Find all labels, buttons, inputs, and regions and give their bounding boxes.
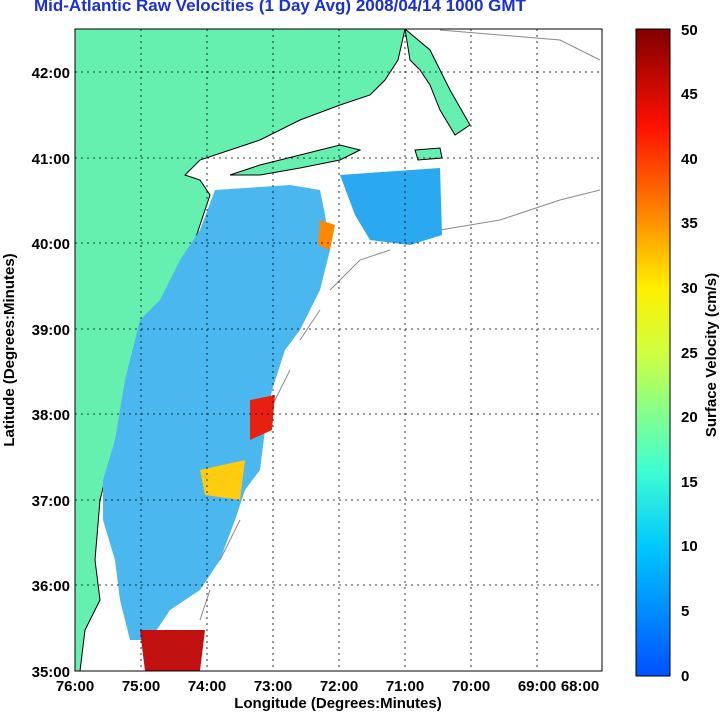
- x-tick: 72:00: [320, 678, 358, 695]
- colorbar-tick: 50: [681, 22, 698, 39]
- colorbar-tick: 35: [681, 215, 698, 232]
- colorbar-tick: 15: [681, 474, 698, 491]
- islands: [414, 147, 443, 161]
- colorbar-tick: 20: [681, 409, 698, 426]
- colorbar-tick: 25: [681, 345, 698, 362]
- colorbar-tick: 40: [681, 151, 698, 168]
- x-axis: 76:00 75:00 74:00 73:00 72:00 71:00 70:0…: [56, 678, 599, 712]
- map-frame: [74, 28, 603, 672]
- colorbar-tick: 30: [681, 280, 698, 297]
- x-tick: 75:00: [122, 678, 160, 695]
- velocity-hotspot-1: [250, 395, 275, 440]
- x-tick: 70:00: [452, 678, 490, 695]
- cape-cod: [404, 29, 471, 136]
- y-tick: 35:00: [32, 664, 70, 681]
- colorbar-tick: 45: [681, 86, 698, 103]
- velocity-field-main: [103, 185, 330, 640]
- y-tick: 37:00: [32, 493, 70, 510]
- y-tick: 41:00: [32, 151, 70, 168]
- y-tick: 40:00: [32, 236, 70, 253]
- x-tick: 76:00: [56, 678, 94, 695]
- colorbar-tick: 0: [681, 668, 689, 685]
- colorbar: 0 5 10 15 20 25 30 35 40 45 50 Surface V…: [635, 22, 720, 685]
- y-axis-label: Latitude (Degrees:Minutes): [1, 253, 18, 446]
- graticule: [75, 29, 602, 671]
- colorbar-label: Surface Velocity (cm/s): [703, 273, 720, 437]
- y-axis: 35:00 36:00 37:00 38:00 39:00 40:00 41:0…: [1, 65, 70, 681]
- velocity-field-ne: [340, 168, 442, 245]
- x-tick: 73:00: [254, 678, 292, 695]
- velocity-hotspot-3: [140, 630, 205, 671]
- x-tick: 71:00: [386, 678, 424, 695]
- colorbar-ramp: [635, 28, 671, 677]
- velocity-hotspot-4: [318, 220, 335, 250]
- x-tick: 69:00: [518, 678, 556, 695]
- page-title: Mid-Atlantic Raw Velocities (1 Day Avg) …: [34, 0, 526, 15]
- colorbar-tick: 5: [681, 603, 689, 620]
- y-tick: 39:00: [32, 322, 70, 339]
- velocity-hotspot-2: [200, 460, 245, 500]
- colorbar-tick: 10: [681, 538, 698, 555]
- x-tick: 74:00: [188, 678, 226, 695]
- y-tick: 42:00: [32, 65, 70, 82]
- y-tick: 36:00: [32, 578, 70, 595]
- x-tick: 68:00: [561, 678, 599, 695]
- y-tick: 38:00: [32, 407, 70, 424]
- x-axis-label: Longitude (Degrees:Minutes): [234, 695, 442, 712]
